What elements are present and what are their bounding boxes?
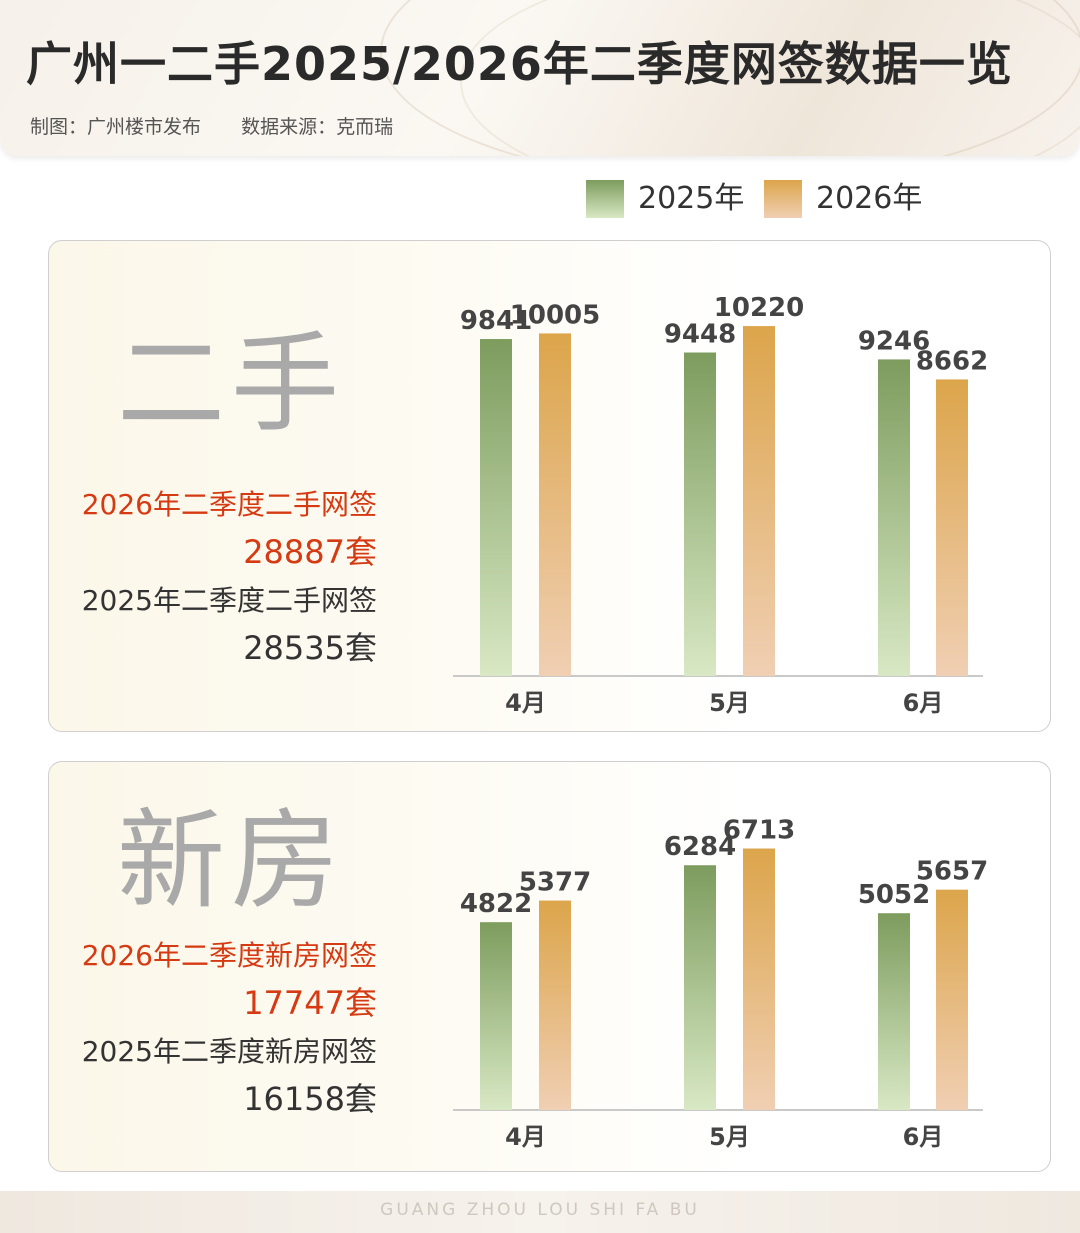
credits: 制图：广州楼市发布 数据来源：克而瑞 <box>30 112 427 139</box>
legend-swatch-2025 <box>586 180 624 218</box>
page-title: 广州一二手2025/2026年二季度网签数据一览 <box>26 37 1013 91</box>
newhome-2026-value: 17747套 <box>243 984 377 1022</box>
secondhand-bar-2025-5 <box>684 352 716 676</box>
secondhand-data-label: 8662 <box>916 346 988 376</box>
newhome-data-label: 6713 <box>723 816 795 846</box>
newhome-panel: 新房 2026年二季度新房网签 17747套 2025年二季度新房网签 1615… <box>48 761 1051 1172</box>
newhome-tick-label: 6月 <box>903 1123 944 1151</box>
footer-text: GUANG ZHOU LOU SHI FA BU <box>380 1200 700 1220</box>
legend-label-2025: 2025年 <box>638 181 745 216</box>
secondhand-2025-label: 2025年二季度二手网签 <box>81 584 377 617</box>
secondhand-tick-label: 6月 <box>903 689 944 717</box>
newhome-data-label: 5377 <box>519 868 591 898</box>
newhome-data-label: 5052 <box>858 880 930 910</box>
newhome-bar-2025-4 <box>480 922 512 1110</box>
secondhand-bar-2026-4 <box>539 333 571 676</box>
credit-source: 数据来源：克而瑞 <box>241 116 394 138</box>
secondhand-data-label: 9841 <box>460 306 532 336</box>
newhome-bar-2025-6 <box>878 913 910 1110</box>
secondhand-bar-2026-6 <box>936 379 968 676</box>
credit-author: 制图：广州楼市发布 <box>30 116 202 138</box>
secondhand-data-label: 10220 <box>714 293 804 323</box>
newhome-2025-label: 2025年二季度新房网签 <box>81 1035 377 1068</box>
newhome-bar-2026-5 <box>743 848 775 1110</box>
decorative-swirl <box>460 0 1080 156</box>
newhome-tick-label: 5月 <box>709 1123 750 1151</box>
secondhand-2025-value: 28535套 <box>243 629 377 667</box>
legend-swatch-2026 <box>764 180 802 218</box>
newhome-bar-2025-5 <box>684 865 716 1110</box>
newhome-data-label: 5657 <box>916 857 988 887</box>
header: 广州一二手2025/2026年二季度网签数据一览 制图：广州楼市发布 数据来源：… <box>0 0 1080 156</box>
newhome-2026-label: 2026年二季度新房网签 <box>81 939 377 972</box>
newhome-bar-2026-4 <box>539 900 571 1110</box>
footer: GUANG ZHOU LOU SHI FA BU <box>0 1191 1080 1233</box>
secondhand-bar-2025-4 <box>480 339 512 676</box>
newhome-tick-label: 4月 <box>505 1123 546 1151</box>
secondhand-2026-value: 28887套 <box>243 533 377 571</box>
newhome-2025-value: 16158套 <box>243 1080 377 1118</box>
secondhand-panel: 二手 2026年二季度二手网签 28887套 2025年二季度二手网签 2853… <box>48 240 1051 732</box>
secondhand-data-label: 10005 <box>510 300 600 330</box>
newhome-bar-2026-6 <box>936 889 968 1110</box>
legend-label-2026: 2026年 <box>816 181 923 216</box>
secondhand-tick-label: 4月 <box>505 689 546 717</box>
secondhand-data-label: 9448 <box>664 320 736 350</box>
newhome-big-title: 新房 <box>117 799 346 924</box>
secondhand-tick-label: 5月 <box>709 689 750 717</box>
secondhand-big-title: 二手 <box>117 322 346 447</box>
secondhand-bar-2025-6 <box>878 359 910 676</box>
newhome-data-label: 6284 <box>664 832 736 862</box>
secondhand-data-label: 9246 <box>858 326 930 356</box>
secondhand-bar-2026-5 <box>743 326 775 676</box>
secondhand-2026-label: 2026年二季度二手网签 <box>81 488 377 521</box>
newhome-data-label: 4822 <box>460 889 532 919</box>
